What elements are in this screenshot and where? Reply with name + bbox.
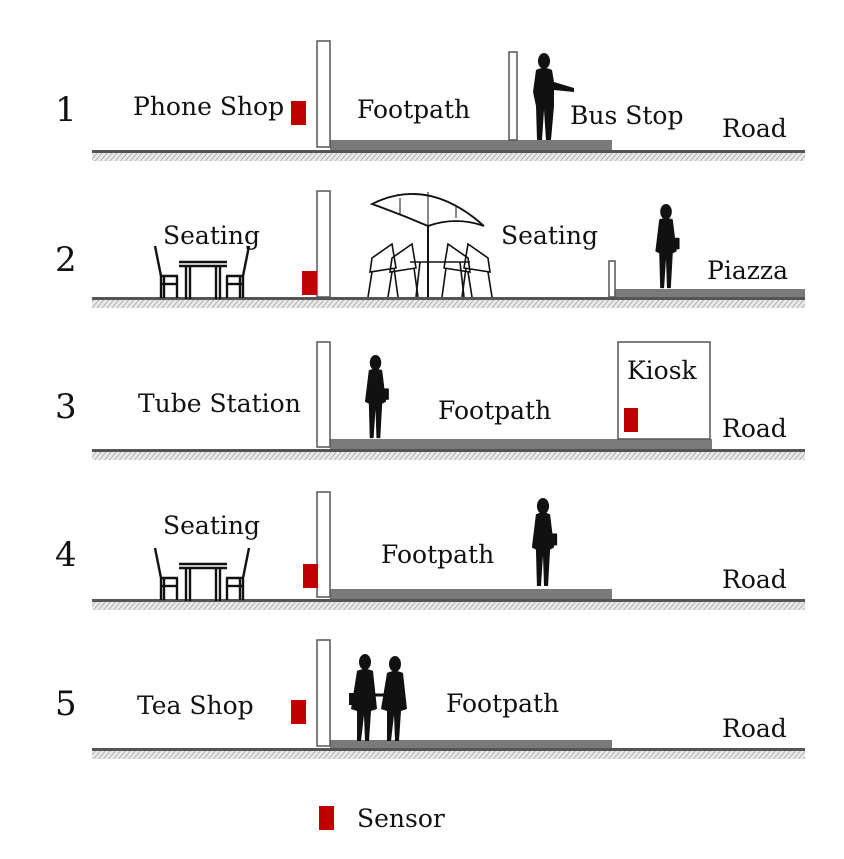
sensor-marker — [291, 101, 306, 125]
label-edge: Road — [722, 714, 787, 743]
sensor-marker — [291, 700, 306, 724]
pedestrian-icon — [364, 354, 389, 439]
cafe-table-set-icon — [153, 244, 251, 299]
ground-hatch — [92, 300, 805, 308]
label-middle: Footpath — [357, 95, 470, 124]
row-5: 5 Tea Shop Footpath Road — [55, 639, 805, 759]
legend: Sensor — [319, 804, 445, 833]
row-number: 5 — [55, 684, 77, 724]
label-left: Tube Station — [138, 389, 301, 418]
row-1: 1 Phone Shop Footpath Bus Stop Road — [55, 40, 805, 161]
wall — [316, 341, 331, 448]
ground-hatch — [92, 153, 805, 161]
label-left: Tea Shop — [137, 691, 254, 720]
pavement — [330, 740, 612, 748]
ground-hatch — [92, 751, 805, 759]
sensor-marker — [624, 408, 638, 432]
bus-shelter-post — [508, 51, 518, 141]
sensor-legend-icon — [319, 806, 334, 830]
pavement — [615, 289, 805, 297]
label-middle: Footpath — [438, 396, 551, 425]
sensor-marker — [303, 564, 318, 588]
pedestrian-icon — [655, 203, 680, 289]
label-left: Seating — [163, 221, 260, 250]
pedestrian-icon — [531, 498, 558, 586]
row-4: 4 Seating Footpath Road — [55, 491, 805, 610]
row-number: 2 — [55, 240, 77, 280]
label-edge: Road — [722, 114, 787, 143]
ground-line — [92, 748, 805, 751]
label-middle: Footpath — [446, 689, 559, 718]
label-edge: Road — [722, 565, 787, 594]
ground-hatch — [92, 452, 805, 460]
row-2: 2 — [55, 190, 805, 308]
row-number: 3 — [55, 387, 77, 427]
ground-line — [92, 297, 805, 300]
umbrella-seating-icon — [367, 192, 493, 298]
label-left: Seating — [163, 511, 260, 540]
label-middle: Footpath — [381, 540, 494, 569]
ground-hatch — [92, 602, 805, 610]
label-right: Bus Stop — [570, 101, 683, 130]
label-middle: Seating — [501, 221, 598, 250]
row-number: 1 — [55, 90, 77, 130]
label-edge: Road — [722, 414, 787, 443]
pavement — [330, 589, 612, 599]
wall — [316, 491, 331, 598]
row-3: 3 Tube Station Footpath Kiosk Road — [55, 341, 805, 460]
ground-line — [92, 599, 805, 602]
walking-couple-icon — [347, 653, 409, 743]
row-number: 4 — [55, 535, 77, 575]
pedestrian-pointing-icon — [533, 53, 574, 140]
sensor-marker — [302, 271, 317, 295]
ground-line — [92, 150, 805, 153]
label-kiosk: Kiosk — [627, 356, 698, 385]
wall — [316, 40, 331, 148]
label-left: Phone Shop — [133, 92, 284, 121]
wall — [316, 639, 331, 747]
wall — [316, 190, 331, 298]
label-edge: Piazza — [707, 256, 788, 285]
pavement — [330, 140, 612, 150]
pavement — [330, 439, 712, 449]
cafe-table-set-icon — [153, 546, 251, 601]
ground-line — [92, 449, 805, 452]
low-wall — [608, 260, 616, 298]
legend-label: Sensor — [357, 804, 445, 833]
